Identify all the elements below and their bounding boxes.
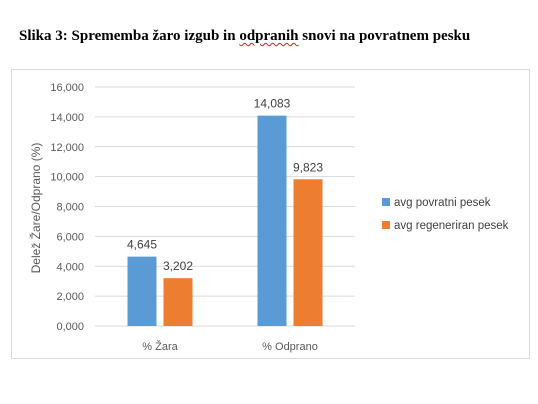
legend-label: avg povratni pesek: [394, 197, 491, 209]
legend-label: avg regeneriran pesek: [394, 220, 509, 232]
y-tick-label: 6,000: [56, 231, 84, 243]
x-axis-category-labels: % Žara % Odprano: [142, 340, 318, 353]
caption-prefix: Slika 3: Sprememba žaro izgub in: [19, 28, 240, 44]
data-labels: 4,645 3,202 14,083 9,823: [127, 97, 323, 274]
y-tick-label: 12,000: [50, 142, 84, 154]
bar: [257, 115, 287, 326]
bar: [293, 179, 323, 326]
y-tick-label: 10,000: [50, 172, 84, 184]
bar: [163, 278, 193, 326]
y-tick-label: 4,000: [56, 261, 84, 273]
y-tick-label: 0,000: [56, 321, 84, 333]
y-tick-label: 14,000: [50, 112, 84, 124]
y-axis-title: Delež Žare/Odprano (%): [28, 143, 43, 274]
data-label: 4,645: [127, 238, 157, 252]
data-label: 14,083: [254, 97, 291, 111]
bar: [127, 256, 157, 326]
legend-swatch: [382, 198, 390, 206]
figure-caption: Slika 3: Sprememba žaro izgub in odprani…: [19, 28, 470, 45]
legend-swatch: [382, 221, 390, 229]
x-category-label: % Žara: [142, 340, 178, 353]
y-tick-label: 16,000: [50, 82, 84, 94]
data-label: 9,823: [293, 160, 323, 174]
legend: avg povratni pesek avg regeneriran pesek: [382, 197, 509, 232]
y-tick-label: 8,000: [56, 202, 84, 214]
caption-underlined-word: odpranih: [239, 28, 299, 44]
y-tick-label: 2,000: [56, 291, 84, 303]
x-category-label: % Odprano: [262, 341, 318, 353]
data-label: 3,202: [163, 259, 193, 273]
caption-suffix: snovi na povratnem pesku: [298, 28, 471, 44]
bars: [127, 115, 323, 326]
y-axis-tick-labels: 0,000 2,000 4,000 6,000 8,000 10,000 12,000 14,…: [50, 82, 84, 333]
